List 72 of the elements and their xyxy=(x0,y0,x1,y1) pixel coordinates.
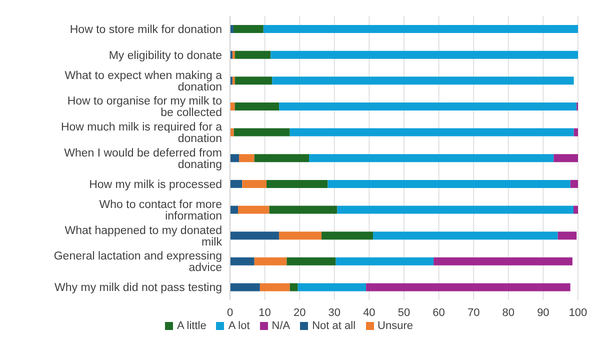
bar xyxy=(254,257,287,266)
y-tick-label: General lactation and expressing advice xyxy=(54,250,222,274)
bar xyxy=(269,206,338,214)
legend-label: A little xyxy=(177,320,206,332)
bar xyxy=(260,283,290,292)
bar xyxy=(337,206,574,214)
bar xyxy=(232,76,235,85)
bar xyxy=(263,25,578,34)
bar xyxy=(373,232,558,240)
bar xyxy=(570,180,578,188)
bar xyxy=(328,180,570,188)
bar xyxy=(230,180,242,188)
bar xyxy=(554,154,578,162)
x-tick-label: 40 xyxy=(363,306,376,319)
y-tick-label: Who to contact for more information xyxy=(99,198,222,222)
bar xyxy=(234,76,272,85)
bar xyxy=(234,102,280,110)
x-tick-label: 30 xyxy=(328,306,341,319)
bar xyxy=(230,128,234,136)
bar xyxy=(558,232,577,240)
bar xyxy=(336,257,434,266)
bar xyxy=(434,257,572,266)
bar xyxy=(230,154,240,162)
bar xyxy=(234,128,290,136)
bar xyxy=(238,206,270,214)
y-tick-label: What happened to my donated milk xyxy=(64,224,222,248)
bar xyxy=(239,154,254,162)
y-tick-label: When I would be deferred from donating xyxy=(64,147,222,171)
bar xyxy=(279,232,322,240)
x-tick-label: 60 xyxy=(432,306,445,319)
x-tick-label: 90 xyxy=(537,306,550,319)
bar xyxy=(230,102,235,110)
y-tick-label: How much milk is required for a donation xyxy=(60,122,223,146)
legend-label: N/A xyxy=(272,320,290,332)
bar xyxy=(286,257,336,266)
y-tick-label: How my milk is processed xyxy=(89,178,222,191)
y-tick-label: How to store milk for donation xyxy=(70,24,222,36)
bar xyxy=(230,283,260,292)
bar xyxy=(233,25,264,34)
legend-label: Unsure xyxy=(378,320,413,332)
bar xyxy=(290,128,574,136)
x-tick-label: 100 xyxy=(568,306,588,319)
x-tick-label: 0 xyxy=(226,306,234,319)
bar xyxy=(573,206,578,214)
bar xyxy=(230,206,238,214)
bar xyxy=(230,257,254,266)
bar xyxy=(272,76,574,85)
bar xyxy=(279,102,577,110)
bar xyxy=(242,180,267,188)
bar xyxy=(366,283,570,292)
legend-label: Not at all xyxy=(312,320,356,332)
bar xyxy=(254,154,309,162)
x-tick-label: 50 xyxy=(398,306,410,319)
bar xyxy=(308,154,554,162)
bar xyxy=(232,50,235,59)
x-tick-label: 10 xyxy=(258,306,271,319)
y-tick-label: How to organise for my milk to be collected xyxy=(67,96,222,120)
x-tick-label: 70 xyxy=(467,306,480,319)
bar xyxy=(234,50,271,59)
bar xyxy=(298,283,366,292)
y-tick-label: What to expect when making a donation xyxy=(64,70,223,94)
x-tick-label: 20 xyxy=(293,306,306,319)
bar xyxy=(270,50,578,59)
bar xyxy=(574,128,578,136)
legend-label: A lot xyxy=(228,320,250,332)
y-tick-label: My eligibility to donate xyxy=(108,50,222,62)
bar xyxy=(290,283,298,292)
bar xyxy=(230,232,280,240)
x-tick-label: 80 xyxy=(502,306,515,319)
y-tick-label: Why my milk did not pass testing xyxy=(54,282,222,294)
bar xyxy=(322,232,374,240)
bar xyxy=(266,180,328,188)
